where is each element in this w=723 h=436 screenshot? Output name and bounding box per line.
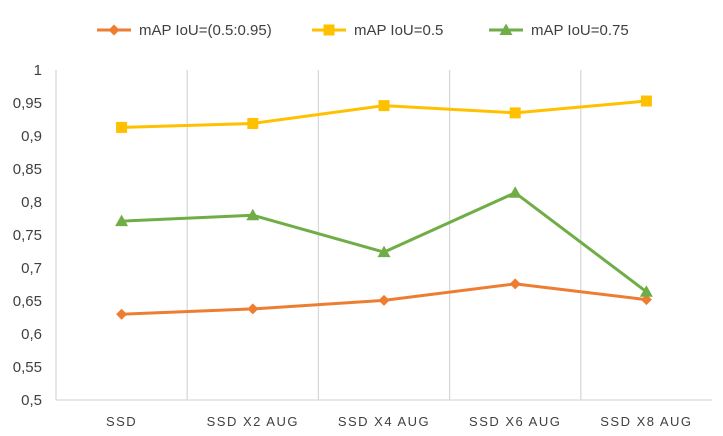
- data-point: [247, 117, 259, 129]
- data-point: [639, 285, 653, 297]
- data-point: [377, 245, 391, 258]
- x-tick-label: SSD: [106, 414, 137, 429]
- x-tick-label: SSD X6 AUG: [469, 414, 561, 429]
- y-tick-label: 0,85: [13, 161, 42, 178]
- data-point: [378, 294, 390, 306]
- y-tick-label: 0,7: [21, 260, 42, 277]
- y-tick-label: 1: [34, 62, 42, 79]
- data-point: [116, 121, 128, 133]
- data-point: [378, 100, 390, 112]
- y-axis-tick-labels: 0,5 0,55 0,6 0,65 0,7 0,75 0,8 0,85 0,9 0,95 1: [13, 62, 42, 409]
- y-tick-label: 0,8: [21, 194, 42, 211]
- series-2: [115, 186, 653, 297]
- legend: mAP IoU=(0.5:0.95) mAP IoU=0.5 mAP IoU=0.7…: [97, 22, 629, 39]
- series-1: [116, 95, 652, 133]
- y-tick-label: 0,95: [13, 95, 42, 112]
- legend-marker: [499, 23, 513, 35]
- legend-item-2: mAP IoU=0.75: [489, 22, 629, 39]
- data-point: [115, 214, 129, 227]
- x-tick-label: SSD X4 AUG: [338, 414, 430, 429]
- data-point: [640, 294, 652, 306]
- axes: [55, 70, 712, 401]
- data-point: [509, 278, 521, 290]
- y-tick-label: 0,5: [21, 392, 42, 409]
- y-tick-label: 0,75: [13, 227, 42, 244]
- y-tick-label: 0,9: [21, 128, 42, 145]
- data-point: [508, 186, 522, 198]
- x-tick-label: SSD X8 AUG: [600, 414, 692, 429]
- legend-item-1: mAP IoU=0.5: [312, 22, 443, 39]
- x-tick-label: SSD X2 AUG: [207, 414, 299, 429]
- series-0: [116, 278, 652, 320]
- legend-marker: [323, 24, 335, 36]
- y-tick-label: 0,6: [21, 326, 42, 343]
- series-line: [120, 191, 648, 294]
- data-point: [640, 95, 652, 107]
- data-point: [246, 208, 260, 221]
- legend-marker: [108, 24, 120, 36]
- data-point: [509, 107, 521, 119]
- legend-item-0: mAP IoU=(0.5:0.95): [97, 22, 272, 39]
- data-point: [116, 308, 128, 320]
- legend-label: mAP IoU=(0.5:0.95): [139, 22, 272, 39]
- y-tick-label: 0,55: [13, 359, 42, 376]
- x-axis-tick-labels: SSD SSD X2 AUG SSD X4 AUG SSD X6 AUG SSD X8 …: [106, 414, 692, 429]
- legend-label: mAP IoU=0.5: [354, 22, 443, 39]
- legend-label: mAP IoU=0.75: [531, 22, 629, 39]
- y-tick-label: 0,65: [13, 293, 42, 310]
- grid-lines: [186, 70, 582, 400]
- data-point: [247, 303, 259, 315]
- series-group: [115, 95, 653, 320]
